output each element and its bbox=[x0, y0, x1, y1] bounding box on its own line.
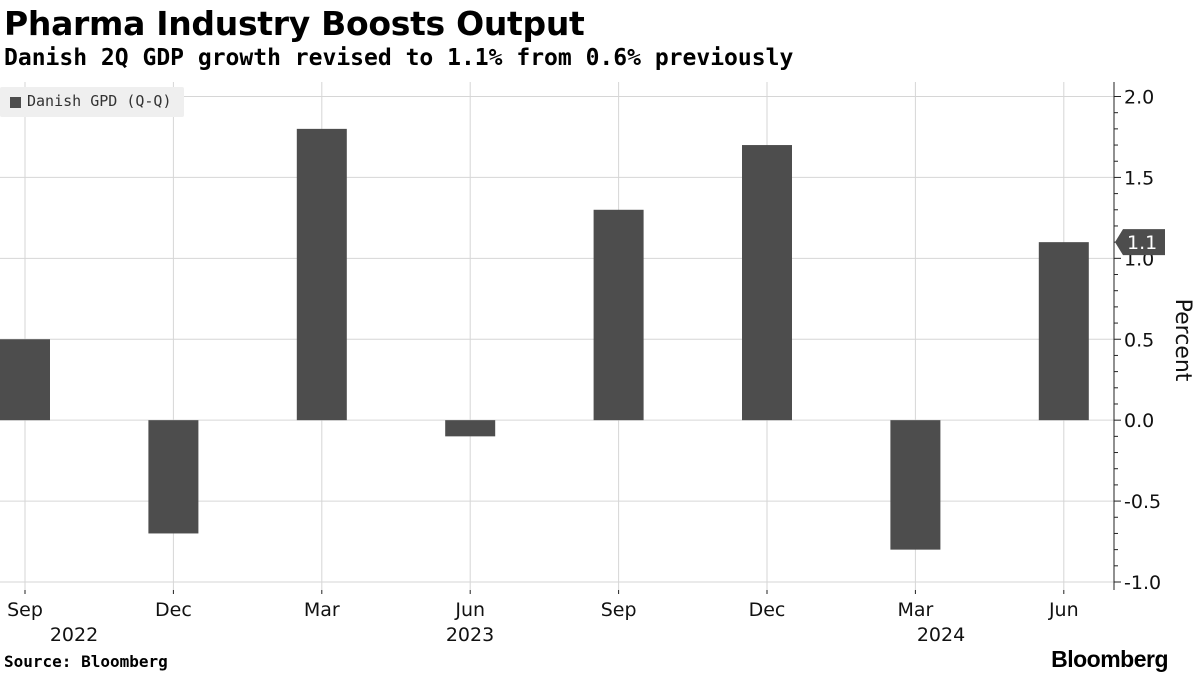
x-tick-label: Mar bbox=[897, 599, 933, 621]
legend-label: Danish GPD (Q-Q) bbox=[27, 92, 172, 110]
y-tick-label: 1.5 bbox=[1124, 167, 1154, 189]
callout-value: 1.1 bbox=[1127, 232, 1157, 254]
x-axis-labels: Sep Dec Mar Jun Sep Dec Mar Jun 2022 2023 2024 bbox=[7, 590, 1079, 646]
callout-badge bbox=[1115, 229, 1165, 256]
bar bbox=[296, 128, 347, 421]
y-tick-label: -0.5 bbox=[1124, 491, 1161, 513]
bloomberg-logo: Bloomberg bbox=[1051, 646, 1168, 672]
y-tick-label: -1.0 bbox=[1124, 572, 1161, 594]
x-tick-label: Jun bbox=[454, 599, 485, 621]
y-axis: 2.01.51.00.50.0-0.5-1.0 bbox=[1113, 82, 1161, 594]
chart-title: Pharma Industry Boosts Output bbox=[4, 4, 585, 43]
bar bbox=[0, 339, 50, 421]
chart-subtitle: Danish 2Q GDP growth revised to 1.1% fro… bbox=[4, 45, 794, 71]
y-tick-label: 0.0 bbox=[1124, 410, 1154, 432]
year-label: 2023 bbox=[446, 624, 494, 646]
last-value-callout: 1.1 bbox=[1115, 229, 1165, 256]
x-tick-label: Sep bbox=[601, 599, 637, 621]
y-tick-label: 0.5 bbox=[1124, 329, 1154, 351]
x-tick-label: Jun bbox=[1048, 599, 1079, 621]
bar-series bbox=[0, 128, 1089, 550]
x-tick-label: Mar bbox=[304, 599, 340, 621]
x-tick-label: Dec bbox=[749, 599, 786, 621]
legend-swatch bbox=[10, 97, 21, 108]
bar bbox=[1038, 242, 1089, 421]
y-tick-label: 2.0 bbox=[1124, 87, 1154, 109]
legend: Danish GPD (Q-Q) bbox=[0, 87, 184, 117]
y-axis-title: Percent bbox=[1170, 299, 1195, 382]
year-label: 2024 bbox=[917, 624, 965, 646]
bar bbox=[148, 420, 199, 534]
bar bbox=[890, 420, 941, 550]
x-tick-label: Dec bbox=[155, 599, 192, 621]
bar bbox=[445, 420, 496, 437]
bar bbox=[593, 209, 644, 421]
source-note: Source: Bloomberg bbox=[4, 652, 168, 671]
x-tick-label: Sep bbox=[7, 599, 43, 621]
year-label: 2022 bbox=[50, 624, 98, 646]
bar bbox=[742, 145, 792, 421]
